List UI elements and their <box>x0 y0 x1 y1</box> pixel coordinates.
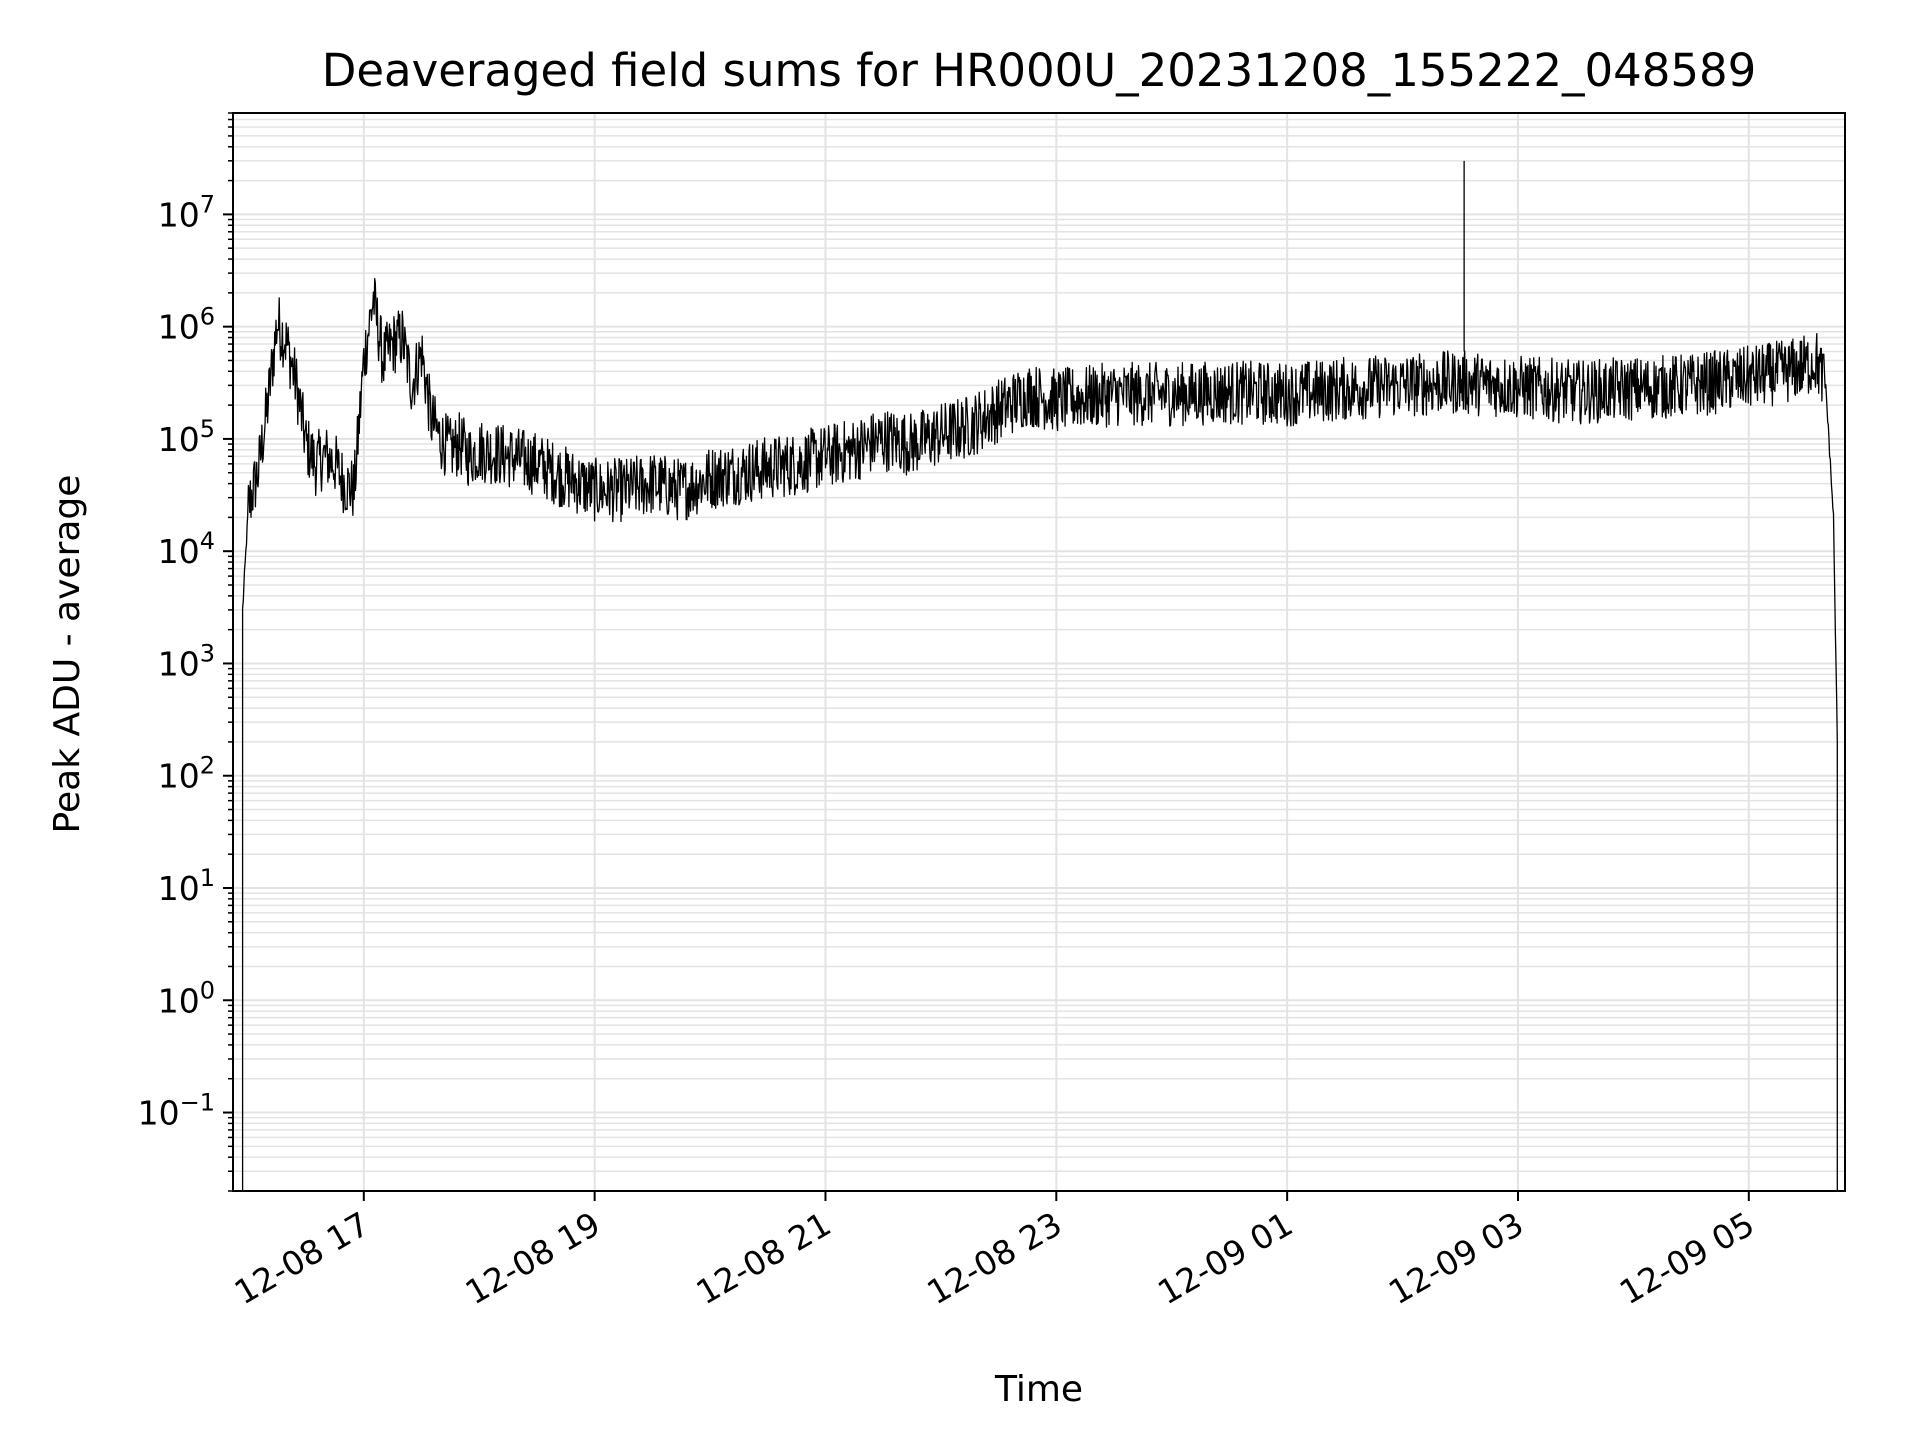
y-tick-label: 101 <box>158 864 215 908</box>
y-axis-ticks: 107 106 105 104 103 102 101 100 10−1 <box>138 112 233 1192</box>
data-series <box>241 160 1838 1191</box>
y-tick-label: 10−1 <box>138 1089 215 1133</box>
y-tick-label: 102 <box>158 752 215 796</box>
x-tick-label: 12-08 23 <box>920 1204 1068 1312</box>
y-tick-label: 103 <box>158 639 215 683</box>
chart-title: Deaveraged field sums for HR000U_2023120… <box>322 44 1757 97</box>
x-tick-label: 12-09 03 <box>1382 1204 1530 1312</box>
y-tick-label: 106 <box>158 303 215 347</box>
x-axis-ticks: 12-08 17 12-08 19 12-08 21 12-08 23 12-09 01… <box>228 1191 1761 1312</box>
x-tick-label: 12-09 05 <box>1613 1204 1761 1312</box>
x-axis-label: Time <box>994 1369 1083 1410</box>
x-tick-label: 12-09 01 <box>1151 1204 1299 1312</box>
y-tick-label: 104 <box>158 527 215 571</box>
plot-frame <box>232 112 1846 1192</box>
x-tick-label: 12-08 17 <box>228 1204 376 1312</box>
y-tick-label: 107 <box>158 190 215 234</box>
x-tick-label: 12-08 21 <box>689 1204 837 1312</box>
x-tick-label: 12-08 19 <box>459 1204 607 1312</box>
y-tick-label: 105 <box>158 415 215 459</box>
y-tick-label: 100 <box>158 976 215 1020</box>
y-axis-label: Peak ADU - average <box>47 475 88 834</box>
series-line <box>241 277 1838 1191</box>
grid-lines <box>233 112 1845 1192</box>
